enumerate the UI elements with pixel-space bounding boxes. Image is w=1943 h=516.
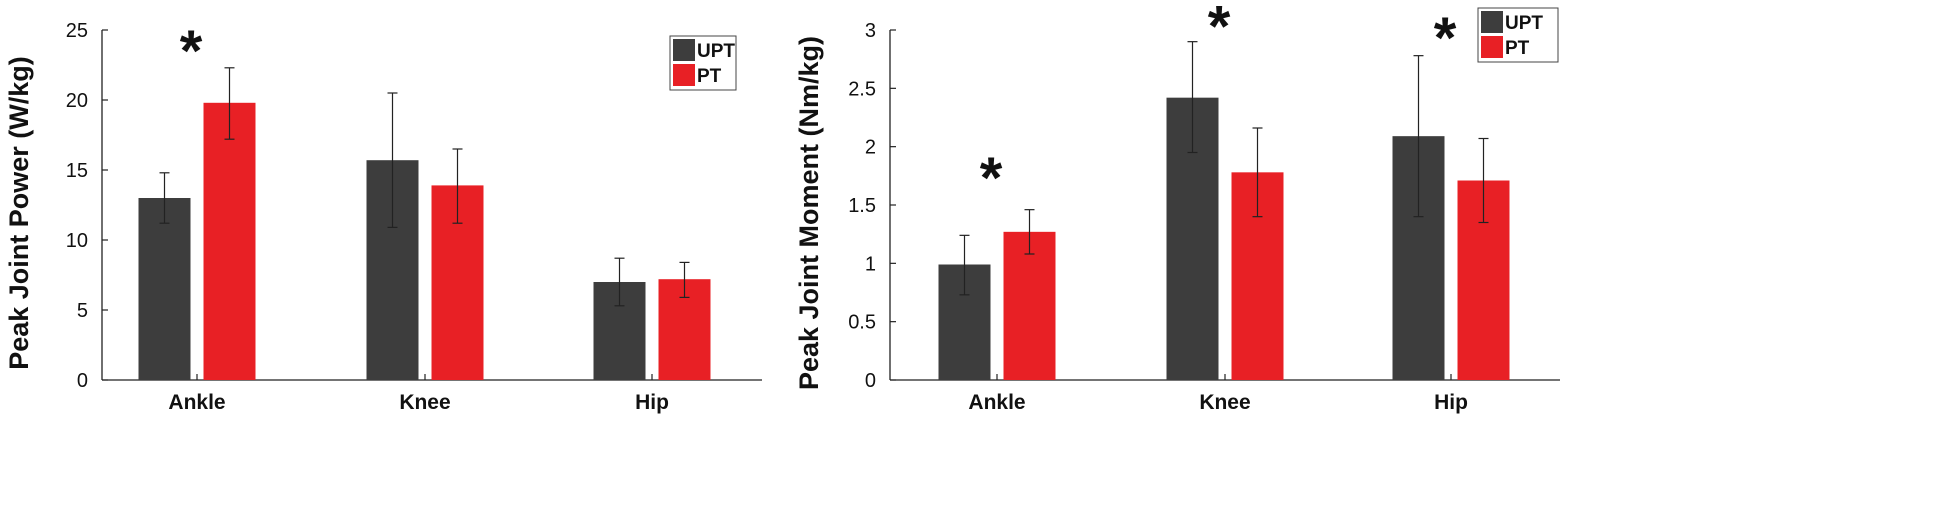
y-tick-label: 10 xyxy=(66,230,88,252)
y-tick-label: 0 xyxy=(865,370,876,392)
legend-swatch-upt xyxy=(1481,11,1503,33)
x-tick-label-knee: Knee xyxy=(1199,391,1250,414)
bar-upt-ankle xyxy=(138,198,191,380)
x-tick-label-knee: Knee xyxy=(399,391,450,414)
legend-label-upt: UPT xyxy=(697,41,735,62)
x-tick-label-ankle: Ankle xyxy=(968,391,1025,414)
legend: UPT PT xyxy=(1477,7,1559,63)
significance-star: * xyxy=(1208,0,1231,60)
y-tick-label: 1 xyxy=(865,253,876,275)
y-tick-label: 0 xyxy=(77,370,88,392)
x-tick-label-ankle: Ankle xyxy=(168,391,225,414)
legend-label-upt: UPT xyxy=(1505,13,1543,34)
legend-swatch-pt xyxy=(673,64,695,86)
x-tick-label-hip: Hip xyxy=(1434,391,1468,414)
y-tick-label: 20 xyxy=(66,90,88,112)
legend-swatch-upt xyxy=(673,39,695,61)
significance-star: * xyxy=(980,146,1003,211)
legend-label-pt: PT xyxy=(1505,38,1530,59)
bar-pt-ankle xyxy=(203,102,256,381)
legend: UPT PT xyxy=(669,35,737,91)
y-axis-label: Peak Joint Moment (Nm/kg) xyxy=(794,36,824,390)
chart-panel-2: 0 0.5 1 1.5 2 2.5 3 Peak Joint Moment (Nm/kg) An… xyxy=(794,0,1560,414)
y-axis-label: Peak Joint Power (W/kg) xyxy=(4,56,34,370)
y-tick-label: 0.5 xyxy=(848,312,876,334)
bar-pt-ankle xyxy=(1003,231,1056,380)
x-tick-label-hip: Hip xyxy=(635,391,669,414)
y-tick-label: 1.5 xyxy=(848,195,876,217)
legend-label-pt: PT xyxy=(697,66,722,87)
y-tick-label: 3 xyxy=(865,20,876,42)
y-tick-label: 15 xyxy=(66,160,88,182)
y-tick-label: 2.5 xyxy=(848,78,876,100)
legend-swatch-pt xyxy=(1481,36,1503,58)
chart-panel-1: 0 5 10 15 20 25 Peak Joint Power (W/kg) Ankle Kn… xyxy=(4,19,762,414)
significance-star: * xyxy=(180,19,203,84)
significance-star: * xyxy=(1434,6,1457,71)
y-tick-label: 2 xyxy=(865,137,876,159)
y-tick-label: 25 xyxy=(66,20,88,42)
y-tick-label: 5 xyxy=(77,300,88,322)
